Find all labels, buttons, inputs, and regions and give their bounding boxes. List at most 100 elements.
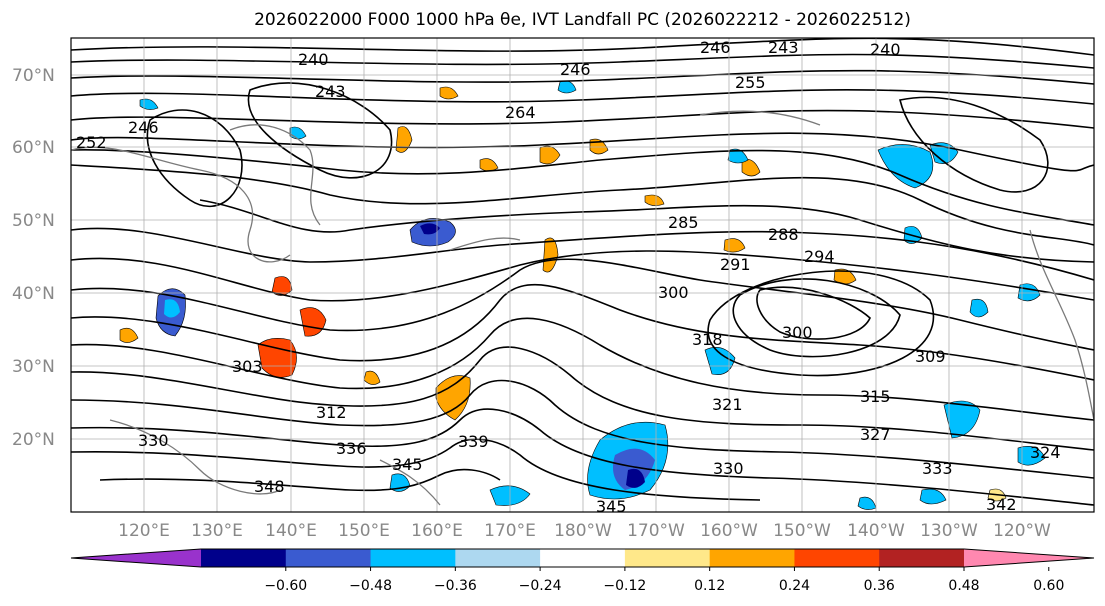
contour-line [99,468,501,492]
colorbar-tick-label: −0.48 [349,578,392,594]
coastline [1029,229,1094,421]
contour-label: 246 [128,118,159,137]
colorbar-outline [70,548,1095,568]
colorbar-tick-label: −0.24 [519,578,562,594]
anomaly-patch [969,298,989,318]
lat-label-20n: 20°N [12,430,55,450]
lon-label: 130°E [191,521,243,541]
contour-label: 243 [315,82,346,101]
contour-label: 303 [232,357,263,376]
contour-label: 312 [316,403,347,422]
coastline [71,146,291,263]
contour-label: 336 [336,439,367,458]
lon-label: 120°W [993,521,1051,541]
contour-label: 348 [254,477,285,496]
contour-label: 288 [768,225,799,244]
lat-label-60n: 60°N [12,138,55,158]
contour-label: 285 [668,213,699,232]
lat-label-40n: 40°N [12,284,55,304]
contour-label: 240 [298,50,329,69]
anomaly-patch [644,194,665,206]
colorbar-extend-max [964,549,1094,567]
colorbar-tick-label: −0.36 [434,578,477,594]
plot-title: 2026022000 F000 1000 hPa θe, IVT Landfal… [254,10,911,30]
contour-line [71,164,1094,246]
contour-label: 255 [735,73,766,92]
longitude-labels: 120°E 130°E 140°E 150°E 160°E 170°E 180°… [118,521,1051,541]
colorbar [70,548,1095,568]
anomaly-patch [139,98,159,110]
graticule [71,38,1094,512]
anomaly-patch [704,347,736,375]
lon-label: 180°W [554,521,612,541]
contour-line [146,109,243,207]
contour-label: 264 [505,103,536,122]
lon-label: 170°E [484,521,536,541]
anomaly-patch [420,223,440,235]
coastline [449,237,521,251]
contour-label: 321 [712,395,743,414]
contour-line [71,227,1094,281]
anomaly-patch [395,126,413,153]
contour-line [756,286,871,340]
contour-label: 252 [76,133,107,152]
lon-label: 130°W [920,521,978,541]
contour-label: 300 [782,323,813,342]
contour-line [71,284,1094,381]
contour-line [71,258,1094,351]
contour-line [71,132,1094,172]
contour-line [707,270,935,377]
anomaly-patch [727,148,749,164]
anomaly-patch [435,375,471,421]
colorbar-segment [370,549,456,567]
anomaly-patch [626,468,645,488]
lon-label: 170°W [627,521,685,541]
contour-label: 246 [700,38,731,57]
colorbar-tick-label: 0.60 [1033,578,1064,594]
contour-label: 330 [713,459,744,478]
contour-line [71,379,1094,479]
coastline [699,110,821,126]
coastlines [71,110,1094,506]
colorbar-segment [709,549,795,567]
contour-label: 324 [1030,443,1061,462]
contour-label: 333 [922,459,953,478]
lon-label: 150°W [773,521,831,541]
colorbar-tick-label: 0.36 [864,578,895,594]
lat-label-30n: 30°N [12,357,55,377]
latitude-labels: 70°N 60°N 50°N 40°N 30°N 20°N [12,66,55,450]
contour-line [71,53,1094,69]
anomaly-patch [919,488,947,505]
contour-label: 240 [870,40,901,59]
map-frame [70,37,1095,513]
lon-label: 150°E [338,521,390,541]
anomaly-patch [439,86,459,100]
colorbar-tick-label: −0.12 [603,578,646,594]
colorbar-extend-min [71,549,201,567]
contour-line [71,69,1094,85]
contour-label: 345 [596,497,627,516]
contour-line [71,148,1094,226]
contour-line [732,278,901,358]
contour-line [199,199,1094,263]
contour-label: 315 [860,387,891,406]
contour-label: 294 [804,247,835,266]
colorbar-segment [285,549,372,567]
contour-line [71,89,1094,105]
colorbar-segment [201,549,287,567]
colorbar-tick-label: 0.12 [694,578,725,594]
anomaly-patch [877,144,934,189]
contour-label: 345 [392,455,423,474]
anomaly-patch [119,327,139,343]
anomaly-patch [363,370,381,385]
colorbar-segment [794,549,880,567]
contour-label: 342 [986,495,1017,514]
anomaly-patch [1017,446,1046,466]
anomaly-patch [741,158,761,177]
contour-line [71,250,1094,302]
colorbar-segment [455,549,541,567]
anomaly-patch [164,299,180,318]
map-panel [71,38,1094,512]
coastline [229,124,321,226]
